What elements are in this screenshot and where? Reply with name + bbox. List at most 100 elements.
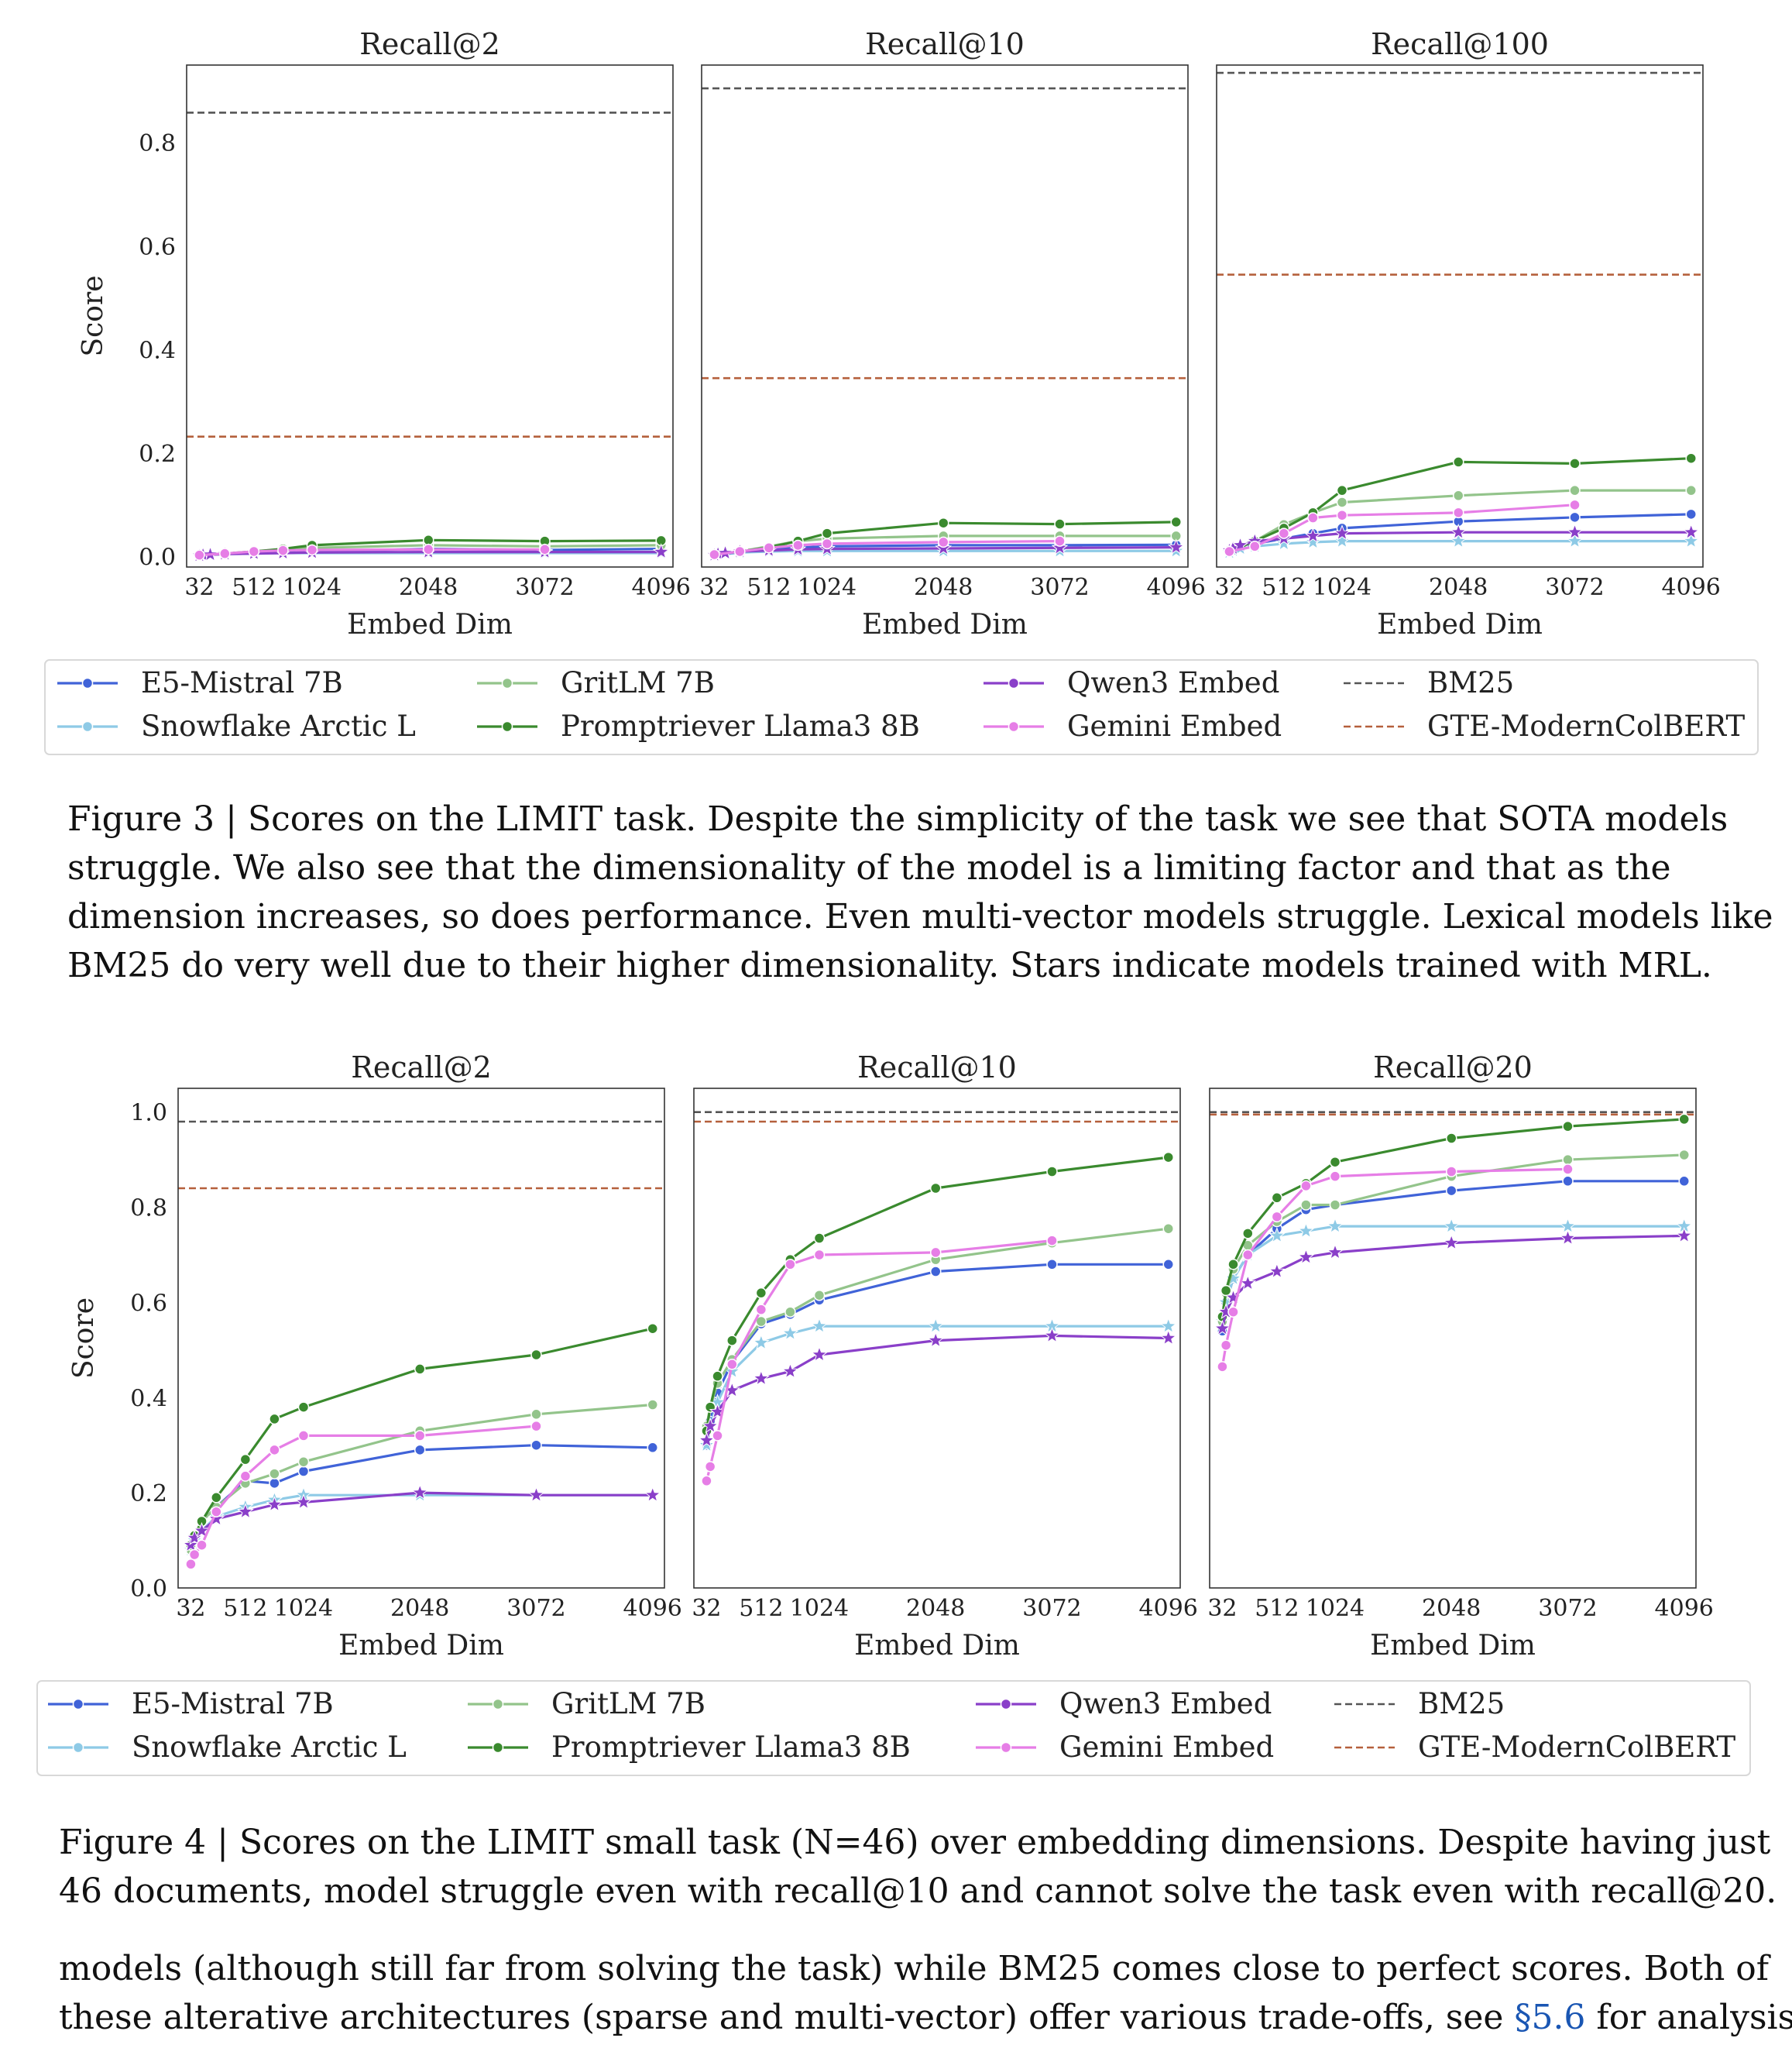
data-point [1562, 1163, 1574, 1175]
data-point [237, 1503, 254, 1519]
x-tick-label: 512 [1262, 574, 1306, 601]
data-point [269, 1477, 280, 1490]
y-tick-label: 1.0 [130, 1100, 167, 1127]
legend-label: Snowflake Arctic L [132, 1730, 407, 1764]
data-point [1297, 1248, 1315, 1265]
legend-marker [492, 1741, 504, 1754]
data-point [1336, 497, 1348, 508]
x-tick-label: 4096 [632, 574, 691, 601]
data-point [1159, 1329, 1177, 1345]
data-point [1162, 1259, 1174, 1270]
x-axis-label: Embed Dim [347, 609, 513, 641]
data-point [1562, 1120, 1574, 1132]
data-point [196, 1539, 208, 1551]
legend-item-gte-moderncolbert: GTE-ModernColBERT [1334, 1730, 1736, 1764]
data-point [297, 1430, 310, 1442]
legend-item-promptriever-llama3-8b: Promptriever Llama3 8B [468, 1730, 911, 1764]
legend-marker [72, 1698, 84, 1710]
legend-item-e5-mistral-7b: E5-Mistral 7B [57, 666, 343, 699]
data-point [539, 544, 551, 555]
y-tick-label: 0.0 [130, 1576, 167, 1603]
data-point [1217, 1361, 1228, 1373]
x-tick-label: 3072 [1545, 574, 1604, 601]
data-point [1566, 523, 1584, 540]
legend-box [44, 659, 1759, 755]
data-point [755, 1287, 767, 1299]
data-point [784, 1306, 796, 1318]
data-point [1445, 1132, 1457, 1144]
data-point [698, 1431, 716, 1448]
x-tick-label: 32 [176, 1595, 205, 1622]
data-point [712, 1370, 723, 1382]
data-point [194, 549, 205, 561]
data-point [937, 517, 949, 529]
x-axis-label: Embed Dim [854, 1630, 1020, 1662]
data-point [1275, 534, 1293, 552]
data-point [1569, 511, 1581, 524]
figure-4-caption-line: Figure 4 | Scores on the LIMIT small tas… [59, 1823, 1771, 1862]
x-tick-label: 512 [232, 574, 276, 601]
legend-label: E5-Mistral 7B [132, 1687, 334, 1720]
data-point [297, 1455, 310, 1468]
data-point [306, 544, 318, 556]
x-tick-label: 3072 [1538, 1595, 1597, 1622]
data-point [726, 1359, 738, 1370]
data-point [239, 1470, 252, 1482]
data-point [753, 1370, 770, 1386]
legend-item-gritlm-7b: GritLM 7B [477, 666, 715, 699]
data-point [1678, 1113, 1690, 1126]
plot-frame [177, 1088, 665, 1589]
data-point [1682, 532, 1700, 548]
series-line-promptriever-llama3-8b [1220, 1118, 1684, 1318]
y-tick-label: 0.6 [139, 234, 176, 261]
data-point [813, 1232, 826, 1244]
legend-label: E5-Mistral 7B [141, 666, 343, 699]
data-point [1268, 1263, 1286, 1279]
x-tick-label: 1024 [1306, 1595, 1365, 1622]
series-line-e5-mistral-7b [1220, 1180, 1684, 1332]
data-point [1685, 508, 1697, 521]
x-tick-label: 32 [184, 574, 214, 601]
legend-marker [1008, 677, 1020, 689]
data-point [763, 542, 775, 554]
data-point [652, 543, 670, 559]
data-point [269, 1468, 280, 1479]
data-point [248, 545, 260, 558]
y-tick-label: 0.2 [130, 1480, 167, 1507]
data-point [781, 1324, 799, 1341]
data-point [530, 1349, 542, 1361]
x-tick-label: 3072 [515, 574, 574, 601]
data-point [1327, 1217, 1344, 1234]
data-point [1678, 1175, 1690, 1187]
data-point [784, 1259, 796, 1270]
data-point [813, 1249, 826, 1261]
x-tick-label: 32 [1214, 574, 1244, 601]
chart-panel-recall-10: Recall@10 32 512 1024 2048 3072 4096 Embed Dim [692, 1050, 1198, 1662]
data-point [937, 536, 949, 548]
data-point [1450, 532, 1468, 548]
data-point [1336, 484, 1348, 497]
data-point [1054, 518, 1066, 530]
plot-frame [701, 64, 1189, 568]
legend-item-snowflake-arctic-l: Snowflake Arctic L [48, 1730, 407, 1764]
data-point [1566, 532, 1584, 548]
data-point [219, 548, 231, 559]
data-point [1300, 1199, 1312, 1211]
x-tick-label: 1024 [274, 1595, 333, 1622]
legend-marker [492, 1698, 504, 1710]
data-point [1685, 484, 1697, 497]
x-tick-label: 512 [1255, 1595, 1299, 1622]
section-link[interactable]: §5.6 [1514, 1998, 1586, 2037]
legend-item-snowflake-arctic-l: Snowflake Arctic L [57, 710, 416, 743]
chart-panel-recall-10: Recall@10 32 512 1024 2048 3072 4096 Embed Dim [699, 27, 1206, 641]
y-axis-label: Score [68, 1297, 100, 1379]
panel-title: Recall@20 [1373, 1050, 1533, 1084]
legend-label: Gemini Embed [1067, 710, 1282, 743]
data-point [530, 1439, 542, 1451]
legend-item-e5-mistral-7b: E5-Mistral 7B [48, 1687, 334, 1720]
data-point [1675, 1226, 1693, 1243]
data-point [1682, 523, 1700, 540]
data-point [1562, 1153, 1574, 1166]
plot-frame [186, 64, 674, 568]
legend-item-gte-moderncolbert: GTE-ModernColBERT [1344, 710, 1746, 743]
